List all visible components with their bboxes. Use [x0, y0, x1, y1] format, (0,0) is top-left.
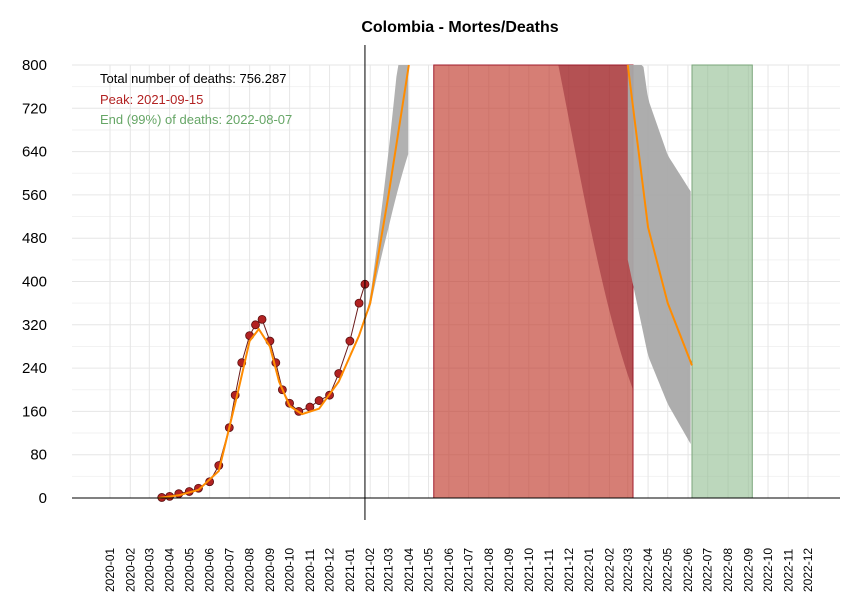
end-label: End (99%) of deaths: 2022-08-07	[100, 112, 292, 127]
x-tick-label: 2021-12	[562, 548, 576, 592]
x-tick-label: 2021-09	[502, 548, 516, 592]
x-tick-label: 2021-05	[422, 548, 436, 592]
x-tick-label: 2022-10	[761, 548, 775, 592]
observed-point	[205, 477, 215, 487]
band-overlap	[558, 65, 634, 390]
y-tick-label: 160	[22, 403, 47, 420]
observed-point	[354, 298, 364, 308]
axes	[72, 45, 840, 520]
confidence-band	[364, 65, 691, 445]
y-tick-label: 720	[22, 100, 47, 117]
x-tick-label: 2020-11	[303, 549, 317, 592]
band-descending	[627, 65, 691, 445]
end-region	[691, 64, 753, 499]
chart-title: Colombia - Mortes/Deaths	[361, 19, 558, 36]
x-tick-label: 2020-04	[163, 548, 177, 592]
fit-series	[158, 64, 693, 499]
annotations: Total number of deaths: 756.287 Peak: 20…	[100, 71, 292, 127]
x-tick-label: 2022-08	[721, 548, 735, 592]
regions	[433, 64, 753, 499]
observed-point	[251, 320, 260, 330]
x-tick-label: 2021-01	[343, 548, 357, 592]
x-tick-label: 2021-10	[522, 548, 536, 592]
x-tick-label: 2021-02	[363, 548, 377, 592]
x-tick-label: 2021-03	[382, 548, 396, 592]
y-tick-label: 640	[22, 144, 47, 161]
band-rising	[364, 65, 409, 319]
y-tick-label: 0	[39, 490, 47, 507]
observed-point	[314, 396, 324, 405]
x-tick-label: 2022-04	[641, 548, 655, 592]
x-tick-label: 2020-02	[123, 548, 137, 592]
y-tick-label: 480	[22, 230, 47, 247]
x-tick-label: 2020-01	[103, 548, 117, 592]
x-tick-label: 2022-12	[801, 548, 815, 592]
y-tick-label: 400	[22, 274, 47, 291]
x-tick-label: 2020-06	[203, 548, 217, 592]
ticks: 0 80 160 240 320 400 480 560 640 720 800 2020-01 202…	[22, 57, 815, 592]
x-tick-label: 2020-08	[243, 548, 257, 592]
x-tick-label: 2021-11	[542, 549, 556, 592]
fit-line-descent	[626, 64, 693, 366]
x-tick-label: 2020-03	[142, 548, 156, 592]
x-tick-label: 2022-02	[602, 548, 616, 592]
observed-point	[345, 336, 355, 346]
y-tick-label: 80	[30, 447, 47, 464]
x-tick-label: 2022-07	[701, 548, 715, 592]
observed-point	[257, 314, 267, 324]
x-tick-label: 2022-06	[681, 548, 695, 592]
x-tick-label: 2022-11	[781, 549, 795, 592]
x-tick-label: 2021-07	[462, 548, 476, 592]
x-tick-label: 2020-07	[222, 548, 236, 592]
total-deaths-label: Total number of deaths: 756.287	[100, 71, 286, 86]
x-tick-label: 2021-06	[442, 548, 456, 592]
y-tick-label: 320	[22, 317, 47, 334]
x-tick-label: 2022-01	[582, 548, 596, 592]
x-tick-label: 2020-12	[323, 548, 337, 592]
x-tick-label: 2021-08	[482, 548, 496, 592]
x-tick-label: 2020-10	[283, 548, 297, 592]
x-tick-label: 2022-05	[661, 548, 675, 592]
peak-label: Peak: 2021-09-15	[100, 92, 203, 107]
x-tick-label: 2020-05	[182, 548, 196, 592]
fit-line	[158, 64, 410, 499]
y-tick-label: 560	[22, 187, 47, 204]
x-tick-label: 2020-09	[263, 548, 277, 592]
x-tick-label: 2022-09	[741, 548, 755, 592]
x-tick-label: 2022-03	[621, 548, 635, 592]
y-tick-label: 800	[22, 57, 47, 74]
x-tick-label: 2021-04	[402, 548, 416, 592]
y-tick-label: 240	[22, 360, 47, 377]
peak-region	[433, 64, 634, 499]
